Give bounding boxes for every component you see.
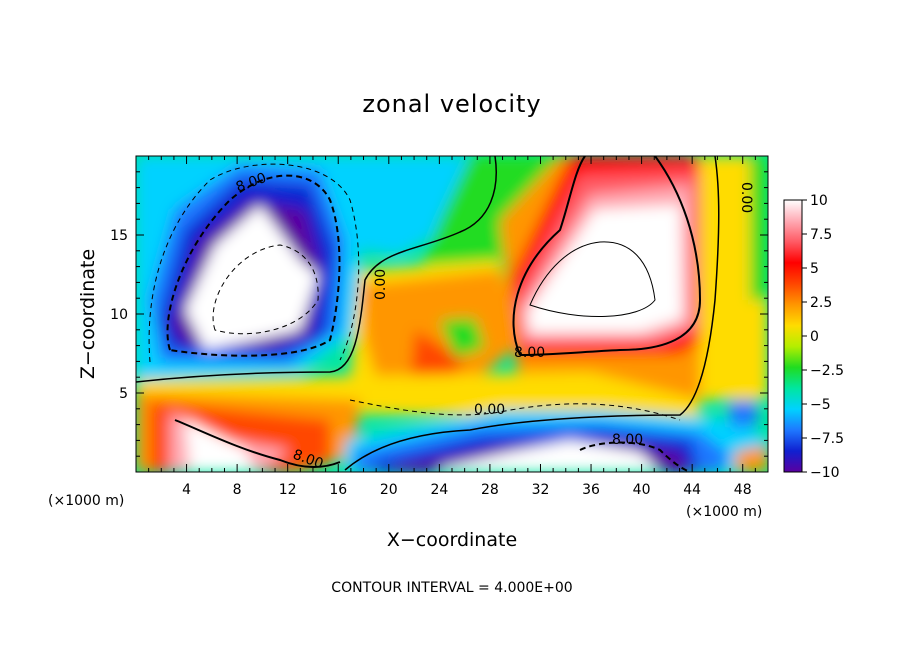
colorbar-tick-label: −10 xyxy=(810,465,840,481)
blob-top-green xyxy=(420,156,560,270)
x-tick-label: 40 xyxy=(633,482,651,498)
x-tick-label: 8 xyxy=(233,482,242,498)
contour-lines xyxy=(136,156,720,472)
y-tick-label: 10 xyxy=(110,307,128,323)
contour-label: 8.00 xyxy=(612,432,643,448)
contour-neg12-left xyxy=(212,244,319,335)
colorbar-tick-label: −5 xyxy=(810,397,831,413)
x-tick-label: 36 xyxy=(582,482,600,498)
x-tick-label: 24 xyxy=(430,482,448,498)
x-axis: 4 8 12 16 20 24 28 32 36 40 44 48 xyxy=(148,156,756,498)
blob-mid-green-spot xyxy=(440,318,485,358)
x-tick-label: 12 xyxy=(279,482,297,498)
x-unit-label-right: (×1000 m) xyxy=(686,504,762,520)
contour-label: 0.00 xyxy=(474,402,505,418)
blob-bottom-white xyxy=(440,440,660,472)
contour-label: 0.00 xyxy=(738,182,754,213)
x-unit-label-left: (×1000 m) xyxy=(48,493,124,509)
x-tick-label: 48 xyxy=(734,482,752,498)
x-tick-label: 20 xyxy=(380,482,398,498)
contour-neg4-band xyxy=(349,399,681,421)
contour-neg8-left xyxy=(166,174,341,357)
colorbar-gradient xyxy=(783,199,803,473)
x-tick-label: 28 xyxy=(481,482,499,498)
contour-interval-note: CONTOUR INTERVAL = 4.000E+00 xyxy=(331,580,572,596)
colorbar-tick-label: 5 xyxy=(810,261,819,277)
x-tick-label: 16 xyxy=(329,482,347,498)
blob-upper-mid-cyan xyxy=(330,156,500,255)
y-axis: 5 10 15 xyxy=(110,171,768,457)
colorbar-tick-label: −7.5 xyxy=(810,431,844,447)
colorbar: 10 7.5 5 2.5 0 −2.5 −5 −7.5 −10 xyxy=(783,193,844,481)
y-axis-label: Z−coordinate xyxy=(77,249,99,379)
colorbar-tick-label: 7.5 xyxy=(810,227,832,243)
colorbar-tick-label: 2.5 xyxy=(810,295,832,311)
contour-8-lower-left xyxy=(174,419,341,468)
colorbar-tick-label: 10 xyxy=(810,193,828,209)
contour-zero-lower xyxy=(344,156,720,471)
y-tick-label: 15 xyxy=(110,228,128,244)
blob-right-white xyxy=(528,205,682,332)
x-axis-label: X−coordinate xyxy=(387,529,517,551)
contour-12-right xyxy=(529,241,656,317)
colorbar-tick-label: −2.5 xyxy=(810,363,844,379)
contour-label: 0.00 xyxy=(373,269,389,300)
y-tick-label: 5 xyxy=(119,386,128,402)
field-blobs xyxy=(136,156,768,472)
blob-right-green-edge xyxy=(750,156,768,300)
chart-title: zonal velocity xyxy=(362,90,541,118)
contour-labels: 8.00 0.00 0.00 8.00 0.00 8.00 8.00 xyxy=(234,170,754,472)
contour-8-right xyxy=(512,156,702,356)
x-tick-label: 4 xyxy=(182,482,191,498)
colorbar-tick-label: 0 xyxy=(810,329,819,345)
blob-bottom-right-orange xyxy=(735,445,768,472)
heatmap-field xyxy=(136,156,768,472)
contour-neg8-bottom xyxy=(579,441,691,472)
x-tick-label: 44 xyxy=(683,482,701,498)
contour-label: 8.00 xyxy=(514,345,545,361)
blob-left-white xyxy=(185,205,318,350)
x-tick-label: 32 xyxy=(532,482,550,498)
blob-bottom-right-blue-spot xyxy=(728,400,758,428)
blob-mid-orange xyxy=(360,270,525,390)
contour-zero-upper xyxy=(136,156,497,383)
